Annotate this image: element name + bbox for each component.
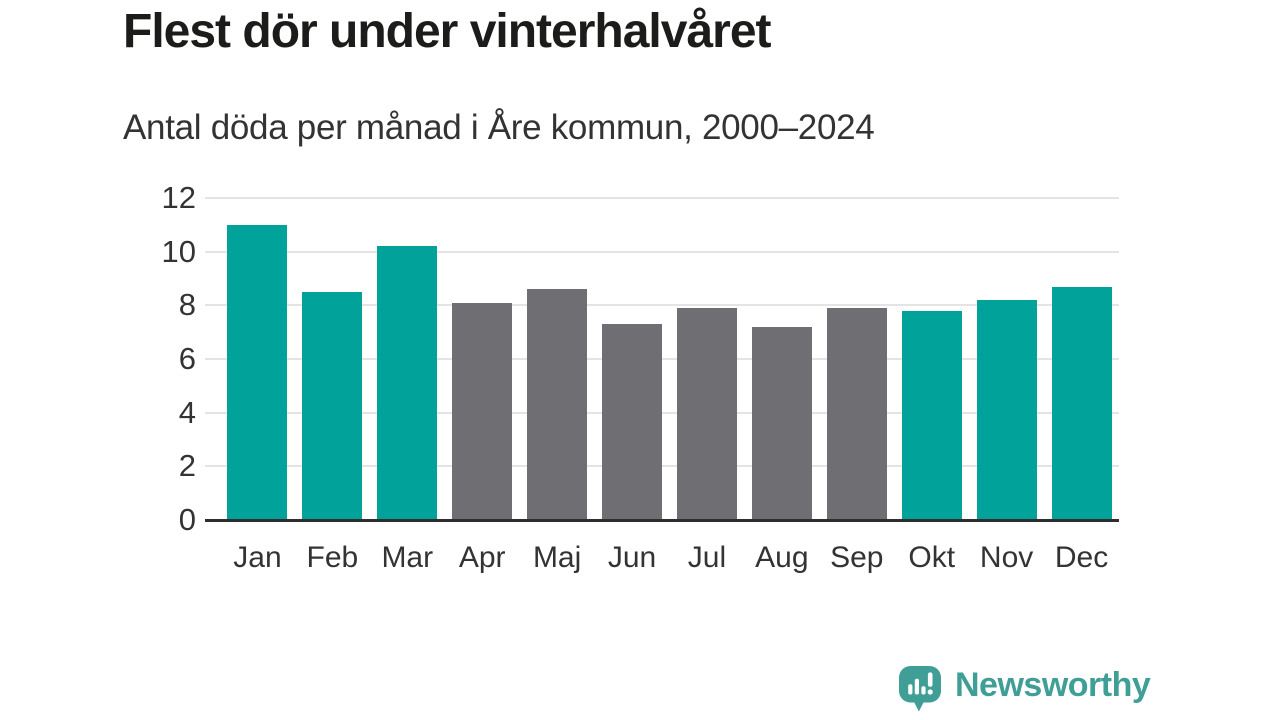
bar-feb (302, 291, 363, 520)
x-tick-label-jun: Jun (607, 541, 657, 574)
y-tick-label-12: 12 (161, 180, 196, 215)
chart-subtitle: Antal döda per månad i Åre kommun, 2000–… (123, 108, 875, 147)
x-axis-labels: Jan Feb Mar Apr Maj Jun Jul Aug Sep Okt Nov Dec (220, 541, 1119, 583)
newsworthy-speech-bubble-bar-chart-icon (899, 666, 941, 712)
x-axis-line (205, 519, 1119, 522)
bar-jul (676, 308, 737, 520)
bars-area (220, 198, 1119, 520)
bar-jun (602, 324, 663, 520)
x-tick-label-mar: Mar (381, 541, 434, 574)
y-tick-label-10: 10 (161, 233, 196, 269)
bar-sep (826, 308, 887, 520)
x-tick-label-aug: Aug (755, 541, 809, 574)
bar-maj (527, 289, 588, 520)
y-tick-label-0: 0 (178, 502, 196, 537)
bar-nov (976, 299, 1037, 520)
x-tick-label-dec: Dec (1054, 541, 1109, 574)
x-tick-label-okt: Okt (908, 541, 956, 574)
bar-okt (901, 310, 962, 520)
gridline-12 (205, 197, 1119, 199)
gridline-10 (205, 250, 1119, 253)
x-tick-label-sep: Sep (830, 541, 884, 574)
chart-title: Flest dör under vinterhalvåret (123, 5, 772, 58)
x-tick-label-nov: Nov (979, 541, 1034, 574)
bar-apr (452, 302, 513, 520)
bar-mar (377, 246, 438, 520)
newsworthy-logo-text: Newsworthy (955, 666, 1151, 704)
x-tick-label-maj: Maj (532, 541, 582, 574)
x-tick-label-feb: Feb (306, 541, 359, 574)
newsworthy-logo: Newsworthy (898, 665, 1151, 714)
x-tick-label-jan: Jan (233, 541, 282, 574)
bar-dec (1051, 286, 1112, 520)
x-tick-label-jul: Jul (687, 541, 727, 574)
y-tick-label-6: 6 (178, 341, 196, 376)
x-tick-label-apr: Apr (458, 541, 506, 574)
y-tick-label-2: 2 (178, 448, 196, 484)
bar-jan (227, 224, 288, 520)
y-tick-label-8: 8 (178, 287, 196, 323)
bar-aug (751, 326, 812, 520)
gridline-8 (205, 304, 1119, 307)
y-tick-label-4: 4 (178, 394, 196, 430)
